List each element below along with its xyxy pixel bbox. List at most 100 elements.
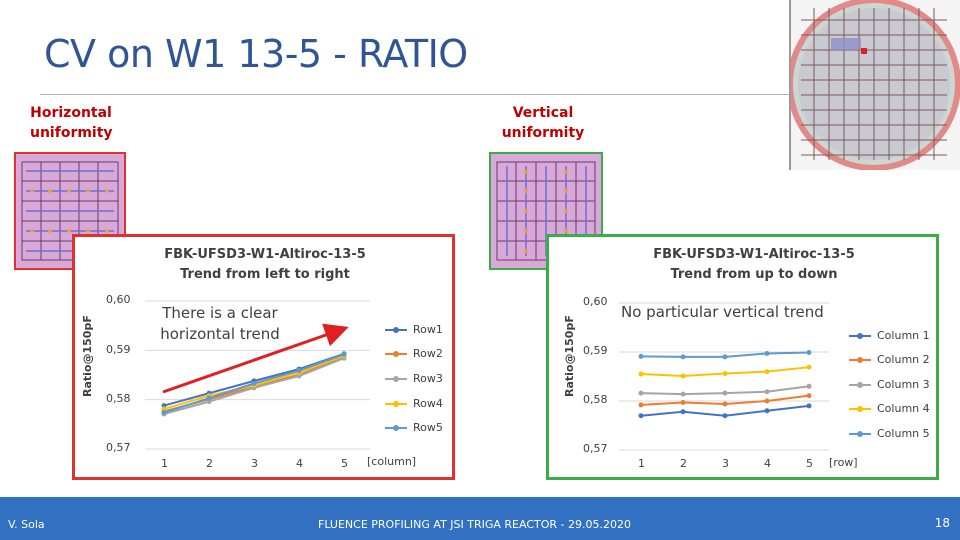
- legend-swatch: [385, 350, 407, 357]
- horizontal-data-point: [161, 409, 167, 415]
- vertical-data-point: [680, 391, 686, 397]
- vertical-x-axis-label: [row]: [829, 456, 858, 469]
- legend-item: Row5: [385, 421, 443, 434]
- vertical-data-point: [722, 401, 728, 407]
- vertical-data-point: [722, 354, 728, 360]
- vertical-data-point: [680, 373, 686, 379]
- vertical-data-point: [638, 353, 644, 359]
- legend-label: Row1: [413, 323, 443, 336]
- title-rule: [40, 94, 920, 95]
- wafer-map-image: [787, 0, 960, 171]
- vertical-data-point: [764, 408, 770, 414]
- horizontal-data-point: [296, 368, 302, 374]
- legend-swatch: [849, 405, 871, 412]
- vertical-data-point: [638, 413, 644, 419]
- vertical-data-point: [806, 403, 812, 409]
- vertical-data-point: [638, 390, 644, 396]
- legend-swatch: [849, 356, 871, 363]
- legend-item: Row1: [385, 323, 443, 336]
- legend-label: Column 4: [877, 402, 930, 415]
- trend-arrow: [162, 323, 349, 394]
- vertical-chart-title: FBK-UFSD3-W1-Altiroc-13-5 Trend from up …: [629, 245, 879, 285]
- vertical-uniformity-label: Vertical uniformity: [496, 103, 590, 143]
- horizontal-x-tick: 5: [341, 457, 348, 470]
- vertical-x-tick: 5: [806, 457, 813, 470]
- legend-swatch: [385, 424, 407, 431]
- footer-bar: [0, 497, 960, 540]
- horizontal-data-point: [296, 373, 302, 379]
- legend-label: Column 5: [877, 427, 930, 440]
- horizontal-annotation-line2: horizontal trend: [160, 325, 280, 343]
- vertical-data-point: [806, 383, 812, 389]
- vertical-data-point: [806, 393, 812, 399]
- horizontal-x-axis-label: [column]: [367, 455, 417, 468]
- slide-number: 18: [934, 516, 950, 530]
- horizontal-annotation: There is a clear horizontal trend: [155, 303, 285, 345]
- vertical-label-line1: Vertical: [512, 105, 574, 121]
- vertical-data-point: [638, 402, 644, 408]
- horizontal-data-point: [161, 406, 167, 412]
- vertical-x-tick: 4: [764, 457, 771, 470]
- legend-label: Row2: [413, 347, 443, 360]
- vertical-data-point: [680, 354, 686, 360]
- vertical-y-tick: 0,59: [583, 344, 608, 357]
- vertical-chart-subtitle: Trend from up to down: [670, 267, 838, 282]
- vertical-data-point: [806, 349, 812, 355]
- horizontal-x-tick: 2: [206, 457, 213, 470]
- legend-item: Row4: [385, 397, 443, 410]
- vertical-x-tick: 1: [638, 457, 645, 470]
- horizontal-data-point: [206, 399, 212, 405]
- horizontal-data-point: [341, 351, 347, 357]
- vertical-data-point: [680, 409, 686, 415]
- horizontal-chart-title-line1: FBK-UFSD3-W1-Altiroc-13-5: [164, 247, 366, 262]
- horizontal-y-tick: 0,58: [106, 392, 131, 405]
- vertical-data-point: [764, 369, 770, 375]
- legend-item: Column 3: [849, 378, 930, 391]
- horizontal-uniformity-label: Horizontal uniformity: [30, 103, 113, 143]
- vertical-chart-title-line1: FBK-UFSD3-W1-Altiroc-13-5: [653, 247, 855, 262]
- horizontal-x-tick: 4: [296, 457, 303, 470]
- legend-label: Column 1: [877, 329, 930, 342]
- vertical-data-point: [680, 399, 686, 405]
- vertical-y-tick: 0,60: [583, 295, 608, 308]
- legend-label: Row3: [413, 372, 443, 385]
- legend-swatch: [385, 326, 407, 333]
- vertical-data-point: [638, 371, 644, 377]
- legend-label: Row4: [413, 397, 443, 410]
- vertical-data-point: [764, 398, 770, 404]
- legend-item: Column 4: [849, 402, 930, 415]
- horizontal-plot-area: [145, 300, 370, 450]
- horizontal-data-point: [206, 395, 212, 401]
- horizontal-data-point: [161, 403, 167, 409]
- legend-item: Column 5: [849, 427, 930, 440]
- legend-item: Row3: [385, 372, 443, 385]
- vertical-data-point: [806, 364, 812, 370]
- vertical-data-point: [722, 371, 728, 377]
- vertical-y-tick: 0,57: [583, 442, 608, 455]
- horizontal-chart-title: FBK-UFSD3-W1-Altiroc-13-5 Trend from lef…: [135, 245, 395, 285]
- horizontal-annotation-line1: There is a clear: [162, 304, 278, 322]
- horizontal-data-point: [251, 380, 257, 386]
- vertical-data-point: [764, 350, 770, 356]
- horizontal-x-tick: 1: [161, 457, 168, 470]
- legend-item: Column 2: [849, 353, 930, 366]
- slide-title: CV on W1 13-5 - RATIO: [44, 32, 468, 76]
- legend-swatch: [849, 430, 871, 437]
- legend-swatch: [385, 375, 407, 382]
- legend-label: Column 2: [877, 353, 930, 366]
- legend-label: Row5: [413, 421, 443, 434]
- vertical-label-line2: uniformity: [501, 125, 585, 141]
- horizontal-x-tick: 3: [251, 457, 258, 470]
- vertical-data-point: [722, 413, 728, 419]
- legend-swatch: [385, 400, 407, 407]
- horizontal-chart-frame: FBK-UFSD3-W1-Altiroc-13-5 Trend from lef…: [72, 234, 455, 480]
- horizontal-y-tick: 0,57: [106, 441, 131, 454]
- legend-item: Row2: [385, 347, 443, 360]
- vertical-data-point: [764, 389, 770, 395]
- vertical-data-point: [722, 390, 728, 396]
- vertical-plot-area: [619, 302, 829, 451]
- footer-title: FLUENCE PROFILING AT JSI TRIGA REACTOR -…: [318, 518, 631, 531]
- vertical-annotation: No particular vertical trend: [621, 303, 824, 321]
- horizontal-y-tick: 0,59: [106, 343, 131, 356]
- legend-item: Column 1: [849, 329, 930, 342]
